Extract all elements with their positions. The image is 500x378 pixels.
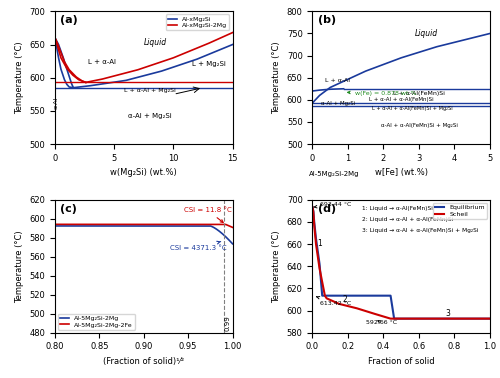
Equilibrium [388,293,394,298]
Text: 3: Liquid → α-Al + α-Al(FeMn)Si + Mg₂Si: 3: Liquid → α-Al + α-Al(FeMn)Si + Mg₂Si [362,228,478,233]
Line: Equilibrium: Equilibrium [312,207,490,319]
Text: L + α-Al: L + α-Al [325,78,350,83]
Text: 2: 2 [342,295,347,304]
Text: 1: Liquid → α-Al(FeMn)Si: 1: Liquid → α-Al(FeMn)Si [362,206,433,212]
Equilibrium [327,293,333,298]
X-axis label: (Fraction of solid)¹⁄²: (Fraction of solid)¹⁄² [103,357,184,366]
Y-axis label: Temperature (°C): Temperature (°C) [15,42,24,114]
Equilibrium [391,316,397,321]
Scheil [316,266,322,271]
Legend: Equilibrium, Scheil: Equilibrium, Scheil [433,203,487,219]
Equilibrium [345,293,351,298]
Equilibrium [434,316,440,321]
Equilibrium [319,293,325,298]
Scheil [310,205,316,209]
Scheil [487,316,493,321]
Text: (d): (d) [318,204,336,214]
X-axis label: w(Mg₂Si) (wt.%): w(Mg₂Si) (wt.%) [110,168,177,177]
Scheil [372,311,378,316]
Scheil [313,242,319,246]
Equilibrium [313,236,319,241]
Text: Liquid: Liquid [414,29,438,38]
Equilibrium [311,220,317,224]
Equilibrium [316,262,322,266]
Text: 693.44 °C: 693.44 °C [314,202,351,208]
Scheil [311,223,317,228]
Text: Liquid: Liquid [144,37,167,46]
Text: α-Al: α-Al [54,96,59,108]
Scheil [354,306,360,311]
Legend: Al-5Mg₂Si-2Mg, Al-5Mg₂Si-2Mg-2Fe: Al-5Mg₂Si-2Mg, Al-5Mg₂Si-2Mg-2Fe [58,314,135,330]
Legend: Al-xMg₂Si, Al-xMg₂Si-2Mg: Al-xMg₂Si, Al-xMg₂Si-2Mg [166,14,230,30]
Text: α-Al + Mg₂Si: α-Al + Mg₂Si [322,101,356,106]
Text: L + α-Al(FeMn)Si: L + α-Al(FeMn)Si [393,91,445,96]
Equilibrium [310,205,316,209]
Scheil [398,316,404,321]
Text: α-Al + α-Al(FeMn)Si + Mg₂Si: α-Al + α-Al(FeMn)Si + Mg₂Si [380,123,458,128]
Text: L + α-Al: L + α-Al [88,59,117,65]
Y-axis label: Temperature (°C): Temperature (°C) [15,230,24,302]
Equilibrium [310,209,316,213]
Text: (a): (a) [60,15,78,25]
Scheil [388,316,394,321]
Scheil [434,316,440,321]
Line: Scheil: Scheil [312,207,490,319]
Scheil [336,302,342,306]
Text: (b): (b) [318,15,336,25]
Equilibrium [487,316,493,321]
Text: (c): (c) [60,204,77,214]
Scheil [322,293,328,298]
Y-axis label: Temperature (°C): Temperature (°C) [272,230,281,302]
Scheil [391,316,397,321]
Equilibrium [398,316,404,321]
Equilibrium [372,293,378,298]
Text: L + α-Al + Mg₂Si: L + α-Al + Mg₂Si [124,88,176,93]
Scheil [324,296,330,301]
Text: CSI = 11.8 °C: CSI = 11.8 °C [184,207,232,223]
Text: Al-5Mg₂Si-2Mg: Al-5Mg₂Si-2Mg [309,170,360,177]
Text: 2: Liquid → α-Al + α-Al(FeMn)Si: 2: Liquid → α-Al + α-Al(FeMn)Si [362,217,454,222]
Text: L + α-Al + α-Al(FeMn)Si + Mg₂Si: L + α-Al + α-Al(FeMn)Si + Mg₂Si [372,106,452,111]
Text: L + α-Al + α-Al(FeMn)Si: L + α-Al + α-Al(FeMn)Si [369,97,434,102]
Text: L + Mg₂Si: L + Mg₂Si [192,61,226,67]
Text: 613.42 °C: 613.42 °C [316,296,351,305]
Text: 0.99: 0.99 [224,315,230,331]
Text: 1: 1 [317,239,322,248]
Text: 3: 3 [446,309,450,318]
Text: CSI = 4371.3 °C: CSI = 4371.3 °C [170,241,227,251]
Text: 592.66 °C: 592.66 °C [366,320,397,325]
Text: α-Al + Mg₂Si: α-Al + Mg₂Si [128,113,172,119]
Y-axis label: Temperature (°C): Temperature (°C) [272,42,281,114]
X-axis label: Fraction of solid: Fraction of solid [368,357,434,366]
Scheil [310,210,316,214]
X-axis label: w[Fe] (wt.%): w[Fe] (wt.%) [374,168,428,177]
Text: w(Fe) = 0.878 wt.%: w(Fe) = 0.878 wt.% [348,91,416,96]
